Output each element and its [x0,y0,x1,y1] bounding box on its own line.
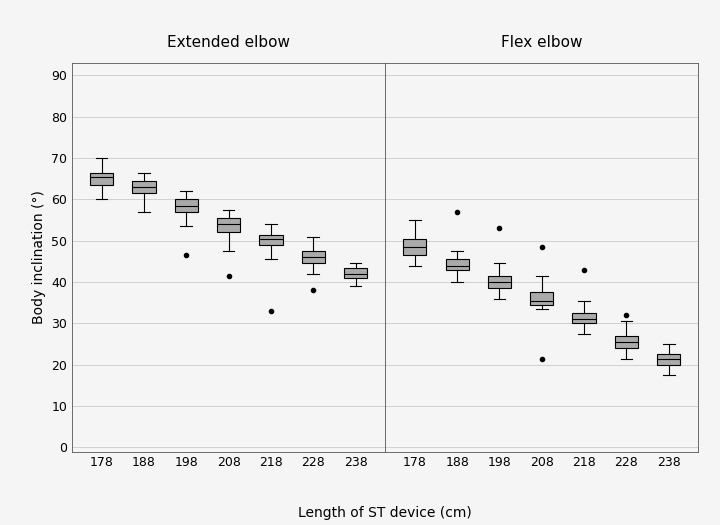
PathPatch shape [615,336,638,348]
PathPatch shape [90,173,113,185]
Text: Length of ST device (cm): Length of ST device (cm) [298,506,472,520]
PathPatch shape [217,218,240,233]
PathPatch shape [403,239,426,255]
PathPatch shape [572,313,595,323]
PathPatch shape [175,200,198,212]
Text: Flex elbow: Flex elbow [501,35,582,50]
PathPatch shape [488,276,511,288]
Text: Extended elbow: Extended elbow [167,35,290,50]
PathPatch shape [344,268,367,278]
PathPatch shape [446,259,469,270]
PathPatch shape [530,292,554,305]
PathPatch shape [302,251,325,264]
PathPatch shape [259,235,282,245]
PathPatch shape [132,181,156,193]
PathPatch shape [657,354,680,365]
Y-axis label: Body inclination (°): Body inclination (°) [32,191,45,324]
